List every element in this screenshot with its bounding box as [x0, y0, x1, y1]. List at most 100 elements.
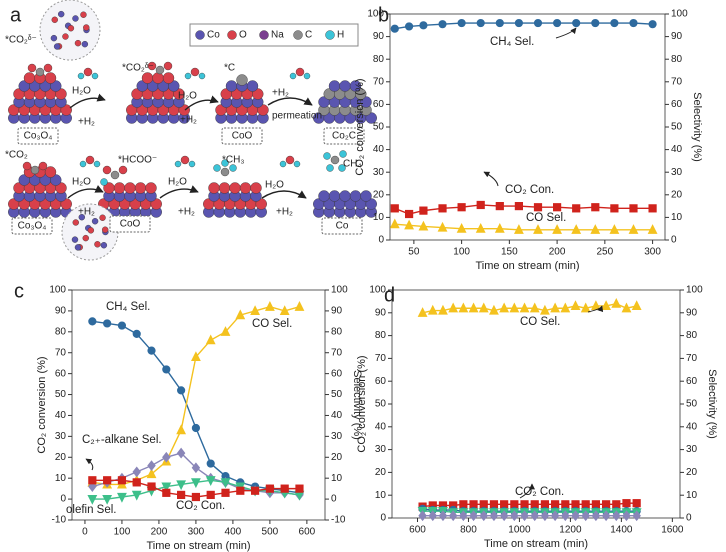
y-tick-label: 60: [375, 376, 387, 387]
atom: [152, 72, 164, 84]
y-tick-label: 40: [373, 144, 385, 155]
point: [529, 302, 540, 313]
y-tick-label: 50: [55, 389, 67, 400]
atom: [360, 96, 372, 108]
atom: [330, 155, 340, 165]
point: [540, 500, 550, 509]
x-tick-label: 200: [549, 247, 566, 258]
atom: [78, 213, 85, 221]
legend-label: O: [239, 30, 247, 41]
x-tick-label: 600: [409, 525, 426, 536]
pointer-arrow: [483, 171, 499, 187]
point: [572, 204, 581, 213]
point: [612, 500, 621, 509]
point: [88, 481, 97, 492]
y-tick-label: 100: [369, 285, 386, 296]
series-label: CO₂ Con.: [505, 184, 554, 196]
schematic-label: H₂O: [265, 180, 284, 191]
series-label: CH₄ Sel.: [490, 36, 534, 48]
atom: [365, 198, 377, 210]
atom: [82, 234, 89, 242]
point: [489, 304, 499, 315]
point: [550, 302, 561, 313]
point: [418, 220, 429, 231]
schematic-label: *HCOO⁻: [118, 155, 157, 166]
y2-tick-label: 100: [331, 285, 348, 296]
schematic-label: CH₄: [343, 159, 362, 170]
y2-tick-label: 20: [331, 452, 343, 463]
point: [510, 500, 519, 509]
atom: [110, 170, 120, 180]
y-tick-label: 50: [373, 122, 385, 133]
point: [533, 224, 543, 234]
point: [513, 224, 524, 234]
point: [509, 302, 520, 313]
x-tick-label: 1600: [661, 525, 684, 536]
atom: [355, 88, 367, 100]
atom: [208, 182, 220, 194]
y-tick-label: 20: [375, 467, 387, 478]
point: [570, 300, 581, 311]
legend-label: H: [337, 30, 344, 41]
series-label: olefin Sel.: [66, 504, 117, 516]
arrow: [67, 185, 104, 199]
point: [601, 300, 611, 311]
arrow: [184, 95, 219, 111]
y-tick-label: 10: [55, 473, 67, 484]
atom: [60, 104, 72, 116]
y2-tick-label: 100: [686, 285, 703, 296]
point: [551, 500, 560, 509]
point: [519, 302, 530, 313]
point: [448, 510, 458, 522]
atom: [51, 16, 58, 24]
panel-label: b: [378, 4, 389, 26]
point: [489, 500, 499, 509]
y-tick-label: 50: [375, 399, 387, 410]
point: [648, 204, 657, 213]
point: [479, 510, 488, 522]
point: [264, 301, 275, 311]
atom: [339, 80, 351, 92]
catalyst-box: [17, 127, 59, 145]
atom: [67, 25, 75, 32]
series-label: CO Sel.: [252, 318, 292, 330]
atom: [163, 61, 173, 71]
y-tick-label: 40: [375, 421, 387, 432]
catalyst-box: [109, 215, 151, 233]
schematic-label: H₂O: [72, 86, 91, 97]
atom: [50, 174, 62, 186]
atom: [81, 40, 89, 48]
series-label: CO₂ Con.: [515, 486, 564, 498]
point: [622, 510, 631, 522]
y2-tick-label: 80: [671, 54, 683, 65]
point: [438, 20, 447, 29]
point: [629, 18, 638, 28]
point: [205, 476, 216, 486]
atom: [30, 165, 40, 175]
y2-tick-label: 0: [686, 513, 692, 524]
y2-tick-label: 60: [331, 368, 343, 379]
point: [459, 510, 468, 522]
y-tick-label: 40: [55, 410, 67, 421]
point: [479, 500, 488, 509]
point: [438, 204, 447, 213]
atom: [58, 10, 65, 18]
point: [280, 484, 289, 493]
series-label: CH₄ Sel.: [106, 301, 150, 313]
point: [132, 466, 141, 478]
y2-tick-label: 30: [671, 167, 683, 178]
point: [601, 500, 611, 509]
y-tick-label: 90: [373, 31, 385, 42]
x-tick-label: 800: [460, 525, 477, 536]
y2-tick-label: 30: [331, 431, 343, 442]
y2-tick-label: 20: [686, 467, 698, 478]
chart: c0 100 200 300 400 500 600-1001020304050607080…: [14, 280, 363, 552]
x-tick-label: 1400: [610, 525, 633, 536]
schematic-label: H₂O: [178, 91, 197, 102]
y2-tick-label: 80: [686, 330, 698, 341]
atom: [328, 190, 341, 202]
point: [162, 451, 171, 463]
pointer-arrow: [555, 27, 577, 39]
